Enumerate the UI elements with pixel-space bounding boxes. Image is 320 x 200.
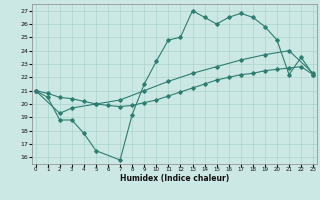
X-axis label: Humidex (Indice chaleur): Humidex (Indice chaleur): [120, 174, 229, 183]
